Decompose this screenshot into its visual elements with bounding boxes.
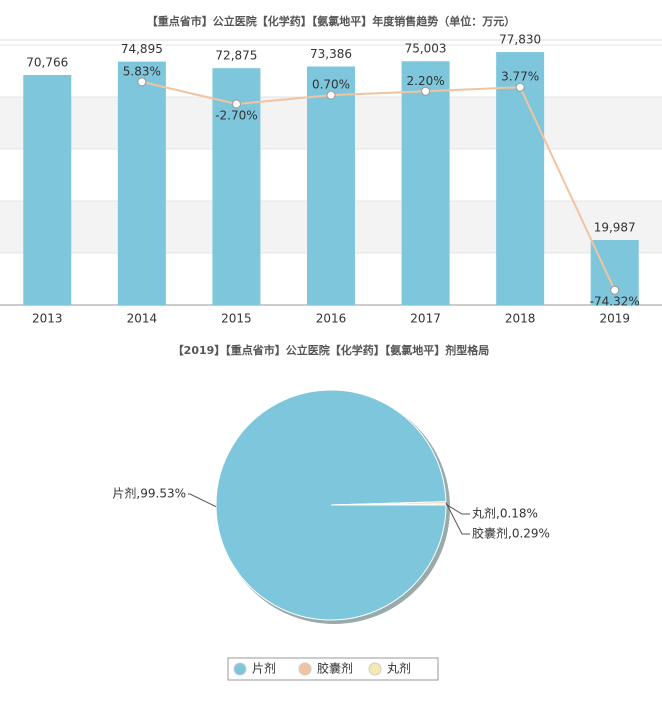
bar-value-label: 70,766 bbox=[26, 56, 68, 70]
legend-swatch bbox=[298, 662, 312, 676]
bar-value-label: 75,003 bbox=[405, 42, 447, 56]
x-tick-label: 2018 bbox=[505, 312, 536, 326]
leader-line bbox=[188, 493, 217, 508]
line-point bbox=[326, 90, 336, 100]
x-tick-label: 2013 bbox=[32, 312, 63, 326]
x-tick-label: 2017 bbox=[410, 312, 441, 326]
x-tick-label: 2015 bbox=[221, 312, 252, 326]
pie-label: 片剂,99.53% bbox=[112, 486, 186, 501]
line-point bbox=[515, 82, 525, 92]
bar bbox=[401, 61, 450, 305]
leader-line bbox=[445, 502, 470, 535]
bar-value-label: 19,987 bbox=[594, 221, 636, 235]
line-value-label: 5.83% bbox=[123, 64, 161, 78]
bar bbox=[496, 52, 545, 305]
bar-value-label: 72,875 bbox=[215, 49, 257, 63]
line-point bbox=[137, 77, 147, 87]
leader-line bbox=[445, 503, 470, 515]
line-value-label: -74.32% bbox=[590, 295, 640, 309]
bar bbox=[117, 61, 166, 306]
legend-label: 片剂 bbox=[252, 661, 276, 676]
bar-value-label: 74,895 bbox=[121, 42, 163, 56]
legend-label: 丸剂 bbox=[387, 661, 411, 676]
line-point bbox=[610, 285, 620, 295]
legend-label: 胶囊剂 bbox=[317, 661, 353, 676]
line-value-label: -2.70% bbox=[215, 109, 257, 123]
line-value-label: 0.70% bbox=[312, 78, 350, 92]
legend-box bbox=[227, 657, 439, 681]
bar-value-label: 77,830 bbox=[499, 33, 541, 47]
line-value-label: 3.77% bbox=[501, 70, 539, 84]
line bbox=[141, 80, 616, 291]
x-tick-label: 2016 bbox=[316, 312, 347, 326]
bar bbox=[23, 75, 72, 305]
line-value-label: 2.20% bbox=[407, 74, 445, 88]
legend-swatch bbox=[233, 662, 247, 676]
chart-title: 【重点省市】公立医院【化学药】【氨氯地平】年度销售趋势（单位：万元） bbox=[147, 14, 516, 28]
line-point bbox=[231, 99, 241, 109]
line-point bbox=[421, 86, 431, 96]
pie-label: 胶囊剂,0.29% bbox=[472, 526, 550, 541]
pie-label: 丸剂,0.18% bbox=[472, 506, 538, 521]
x-tick-label: 2019 bbox=[599, 312, 630, 326]
bar-value-label: 73,386 bbox=[310, 47, 352, 61]
bar bbox=[307, 66, 355, 305]
x-tick-label: 2014 bbox=[127, 312, 158, 326]
chart-title: 【2019】【重点省市】公立医院【化学药】【氨氯地平】剂型格局 bbox=[173, 343, 490, 357]
legend-swatch bbox=[368, 662, 382, 676]
